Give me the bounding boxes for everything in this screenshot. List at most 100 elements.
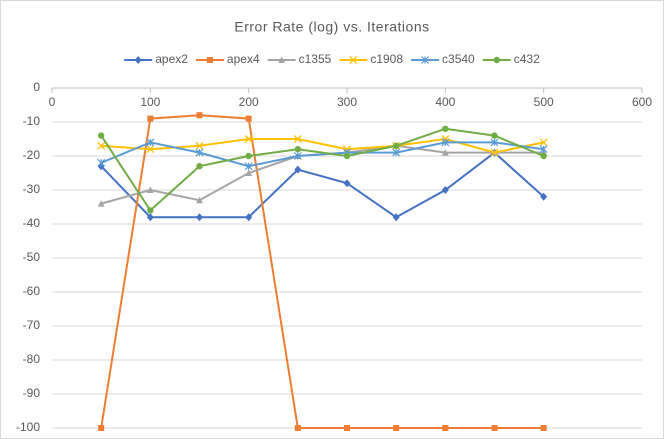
marker	[442, 125, 449, 132]
marker-shape	[245, 169, 253, 176]
marker	[441, 186, 449, 194]
marker-shape	[147, 207, 154, 214]
marker	[343, 179, 351, 188]
marker	[441, 138, 450, 147]
marker-shape	[343, 179, 351, 188]
marker-shape	[393, 425, 400, 431]
y-tick-label: -70	[23, 318, 41, 332]
marker	[349, 56, 358, 64]
marker	[491, 425, 498, 431]
marker	[196, 163, 203, 170]
y-tick-label: -50	[23, 250, 41, 264]
marker	[147, 115, 154, 122]
marker	[490, 148, 499, 157]
marker	[245, 213, 253, 222]
marker-shape	[97, 158, 106, 167]
marker	[195, 141, 204, 150]
legend-label: apex4	[227, 52, 260, 66]
marker	[244, 135, 253, 143]
marker	[442, 425, 449, 431]
marker-shape	[392, 148, 401, 157]
marker-shape	[421, 56, 429, 64]
marker-shape	[195, 141, 204, 150]
marker	[493, 56, 500, 64]
marker	[97, 158, 106, 167]
marker	[393, 425, 400, 431]
marker-shape	[441, 186, 449, 194]
marker	[146, 186, 154, 193]
marker	[146, 145, 155, 154]
marker	[294, 425, 301, 431]
marker-shape	[539, 145, 548, 154]
marker-shape	[206, 57, 213, 63]
marker	[540, 425, 547, 431]
legend-item: apex2	[124, 52, 188, 66]
legend: apex2 apex4 c1355 c1908 c3540 c432	[124, 52, 540, 66]
marker-shape	[490, 138, 499, 147]
marker-shape	[196, 196, 203, 204]
chart-title: Error Rate (log) vs. Iterations	[234, 19, 429, 35]
marker-shape	[493, 56, 500, 64]
marker-shape	[442, 425, 449, 431]
marker	[293, 152, 302, 160]
marker	[294, 146, 302, 153]
y-tick-label: -20	[23, 148, 41, 162]
marker-shape	[294, 425, 301, 431]
marker-shape	[244, 135, 253, 143]
y-tick-label: 0	[33, 80, 40, 94]
legend-label: c1908	[370, 52, 403, 66]
y-tick-label: -90	[23, 386, 41, 400]
marker	[97, 132, 105, 139]
marker-shape	[349, 56, 358, 64]
series-line	[100, 127, 545, 212]
marker-shape	[146, 138, 155, 147]
marker-shape	[245, 213, 253, 222]
marker-shape	[441, 138, 450, 147]
marker-shape	[134, 56, 142, 64]
marker-shape	[294, 165, 302, 174]
marker-shape	[539, 138, 548, 147]
marker	[344, 425, 350, 431]
marker-shape	[490, 148, 499, 157]
x-tick-label: 600	[632, 95, 652, 109]
x-tick-label: 300	[337, 95, 357, 109]
marker	[540, 152, 547, 160]
marker-shape	[294, 146, 302, 153]
marker-shape	[196, 213, 203, 222]
marker-shape	[343, 152, 351, 160]
y-tick-label: -100	[16, 420, 40, 434]
marker-shape	[146, 145, 155, 154]
legend-item: apex4	[195, 52, 260, 66]
marker	[491, 132, 498, 139]
marker-shape	[540, 425, 547, 431]
marker-shape	[392, 213, 400, 222]
series-line	[100, 151, 545, 219]
series-line	[100, 141, 544, 168]
marker	[147, 207, 154, 214]
marker-shape	[293, 152, 302, 160]
marker	[539, 145, 548, 154]
marker-shape	[97, 141, 106, 150]
marker	[441, 149, 449, 156]
series-line	[100, 114, 544, 429]
y-tick-label: -30	[23, 182, 41, 196]
marker	[134, 56, 142, 64]
marker	[343, 152, 351, 160]
legend-label: c3540	[442, 52, 475, 66]
marker-shape	[195, 148, 204, 157]
marker	[540, 192, 548, 201]
marker-shape	[392, 142, 400, 149]
marker	[294, 165, 302, 174]
marker-shape	[344, 425, 350, 431]
x-tick-label: 200	[239, 95, 259, 109]
marker-shape	[97, 200, 105, 207]
marker-shape	[491, 425, 498, 431]
marker	[244, 162, 253, 171]
marker	[146, 213, 154, 222]
marker	[245, 169, 253, 176]
marker	[490, 138, 499, 147]
marker	[97, 141, 106, 150]
marker-shape	[146, 186, 154, 193]
marker-shape	[540, 192, 548, 201]
marker-shape	[293, 135, 302, 143]
